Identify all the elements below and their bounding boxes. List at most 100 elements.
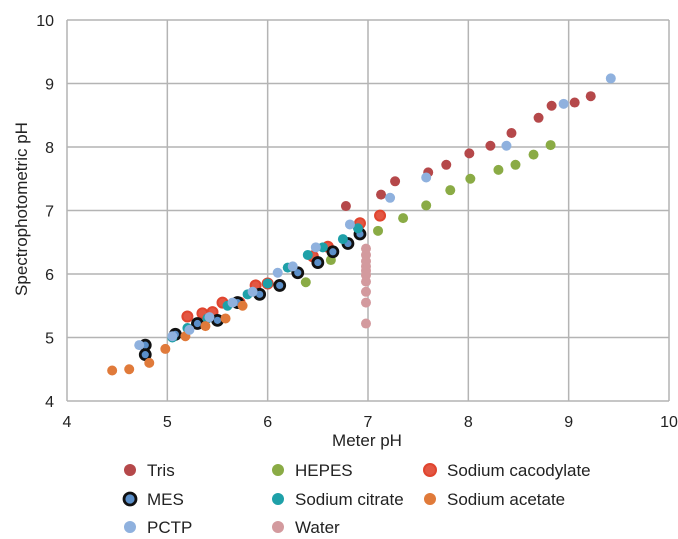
x-axis-title: Meter pH — [332, 431, 402, 450]
y-tick-label: 9 — [45, 77, 54, 94]
data-point — [376, 189, 387, 200]
legend-item: MES — [122, 490, 184, 509]
data-point — [287, 261, 298, 272]
data-point — [262, 278, 273, 289]
data-point — [300, 277, 311, 288]
data-point — [247, 286, 258, 297]
x-tick-label: 7 — [364, 414, 373, 431]
x-tick-labels: 4 5 6 7 8 9 10 — [63, 414, 678, 431]
legend: Tris HEPES Sodium cacodylate MES Sodium citr… — [122, 461, 591, 537]
series-points — [300, 140, 556, 288]
data-point — [528, 149, 539, 160]
legend-label: MES — [147, 490, 184, 509]
data-point — [506, 128, 517, 139]
series-points — [107, 300, 248, 376]
legend-label: Water — [295, 518, 340, 537]
legend-item: Sodium cacodylate — [423, 461, 591, 480]
data-point — [352, 223, 363, 234]
data-point — [227, 297, 238, 308]
data-point — [124, 364, 135, 375]
x-tick-label: 6 — [263, 414, 272, 431]
data-point — [237, 300, 248, 311]
data-point — [441, 159, 452, 170]
legend-label: PCTP — [147, 518, 192, 537]
y-tick-label: 10 — [36, 13, 54, 30]
data-point — [302, 249, 313, 260]
data-point — [167, 331, 178, 342]
data-point — [465, 173, 476, 184]
data-point — [360, 297, 371, 308]
legend-marker — [272, 521, 284, 533]
data-points — [107, 73, 616, 376]
data-point — [493, 164, 504, 175]
legend-marker — [124, 521, 136, 533]
data-point — [464, 148, 475, 159]
legend-item: PCTP — [124, 518, 192, 537]
y-tick-label: 7 — [45, 204, 54, 221]
legend-item: Sodium acetate — [424, 490, 565, 509]
legend-marker — [272, 493, 284, 505]
data-point — [373, 225, 384, 236]
data-point — [344, 219, 355, 230]
data-point — [558, 98, 569, 109]
x-tick-label: 5 — [163, 414, 172, 431]
legend-item: HEPES — [272, 461, 353, 480]
y-tick-label: 8 — [45, 140, 54, 157]
data-point — [569, 97, 580, 108]
data-point — [385, 192, 396, 203]
data-point — [107, 365, 118, 376]
data-point — [445, 185, 456, 196]
data-point — [546, 100, 557, 111]
data-point — [204, 312, 215, 323]
data-point — [360, 243, 371, 254]
y-tick-label: 5 — [45, 331, 54, 348]
data-point — [134, 340, 145, 351]
y-tick-labels: 4 5 6 7 8 9 10 — [36, 13, 54, 411]
data-point — [360, 318, 371, 329]
series-points — [134, 73, 616, 351]
data-point — [160, 343, 171, 354]
data-point — [311, 256, 325, 269]
data-point — [181, 310, 194, 323]
legend-label: HEPES — [295, 461, 353, 480]
data-point — [374, 209, 387, 222]
legend-marker — [272, 464, 284, 476]
x-tick-label: 9 — [564, 414, 573, 431]
data-point — [605, 73, 616, 84]
data-point — [184, 324, 195, 335]
legend-label: Sodium cacodylate — [447, 461, 591, 480]
data-point — [144, 357, 155, 368]
legend-label: Sodium citrate — [295, 490, 404, 509]
data-point — [310, 242, 321, 253]
data-point — [485, 140, 496, 151]
data-point — [200, 321, 211, 332]
data-point — [138, 348, 152, 362]
data-point — [585, 91, 596, 102]
x-tick-label: 8 — [464, 414, 473, 431]
data-point — [533, 112, 544, 123]
y-axis-title: Spectrophotometric pH — [12, 122, 31, 296]
data-point — [220, 313, 231, 324]
data-point — [317, 242, 328, 253]
data-point — [337, 234, 348, 245]
series-points — [340, 91, 596, 212]
legend-label: Sodium acetate — [447, 490, 565, 509]
legend-item: Water — [272, 518, 340, 537]
data-point — [510, 159, 521, 170]
data-point — [390, 176, 401, 187]
x-tick-label: 10 — [660, 414, 678, 431]
legend-marker — [424, 493, 436, 505]
data-point — [340, 201, 351, 212]
legend-marker — [124, 464, 136, 476]
data-point — [545, 140, 556, 151]
x-tick-label: 4 — [63, 414, 72, 431]
data-point — [273, 279, 287, 292]
series-points — [360, 243, 371, 329]
data-point — [398, 213, 409, 224]
legend-label: Tris — [147, 461, 175, 480]
data-point — [421, 172, 432, 183]
y-tick-label: 6 — [45, 267, 54, 284]
y-tick-label: 4 — [45, 394, 54, 411]
data-point — [360, 286, 371, 297]
